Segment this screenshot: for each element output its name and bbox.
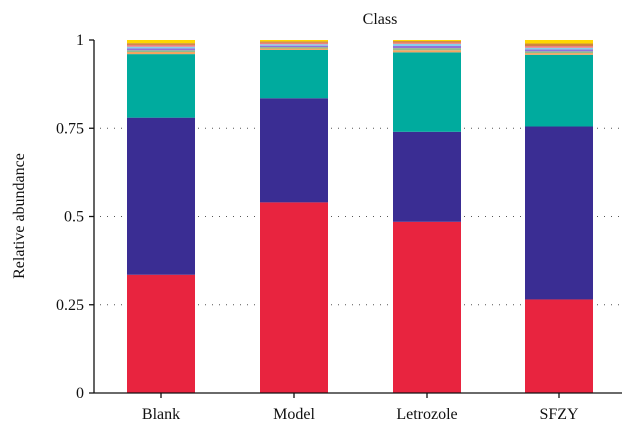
chart-title: Class: [363, 11, 398, 28]
bar-segment-blank-8: [127, 43, 195, 45]
bar-segment-letrozole-7: [393, 42, 461, 44]
bar-segment-model-1: [260, 98, 328, 203]
bar-segment-sfzy-2: [525, 54, 593, 127]
bar-segment-letrozole-2: [393, 52, 461, 132]
bar-segment-blank-5: [127, 48, 195, 51]
bar-segment-sfzy-3: [525, 53, 593, 55]
bar-segment-letrozole-0: [393, 221, 461, 393]
bar-segment-letrozole-5: [393, 46, 461, 49]
y-tick-label-3: 0.75: [56, 120, 84, 137]
y-tick-label-4: 1: [76, 32, 84, 49]
bar-segment-sfzy-0: [525, 299, 593, 393]
bar-segment-sfzy-8: [525, 43, 593, 47]
y-tick-label-2: 0.5: [64, 209, 84, 226]
bar-segment-model-9: [260, 40, 328, 42]
bar-segment-sfzy-5: [525, 49, 593, 52]
bar-segment-letrozole-4: [393, 48, 461, 51]
bar-stack-model: [260, 40, 328, 393]
bars: [127, 40, 593, 393]
bar-segment-sfzy-7: [525, 46, 593, 48]
bar-segment-blank-2: [127, 54, 195, 118]
bar-segment-blank-6: [127, 46, 195, 49]
bar-stack-letrozole: [393, 40, 461, 393]
bar-stack-blank: [127, 40, 195, 393]
bar-segment-model-2: [260, 49, 328, 99]
bar-segment-sfzy-9: [525, 40, 593, 44]
bar-segment-letrozole-3: [393, 50, 461, 53]
bar-segment-blank-0: [127, 274, 195, 393]
y-axis-label: Relative abundance: [11, 153, 28, 279]
bar-segment-letrozole-6: [393, 43, 461, 47]
bar-stack-sfzy: [525, 40, 593, 393]
bar-segment-model-8: [260, 41, 328, 43]
bar-segment-model-3: [260, 48, 328, 50]
bar-segment-model-5: [260, 45, 328, 48]
bar-segment-blank-7: [127, 44, 195, 47]
x-category-label-2: Letrozole: [396, 406, 457, 423]
bar-segment-blank-9: [127, 40, 195, 44]
bar-segment-model-6: [260, 44, 328, 46]
x-category-label-1: Model: [273, 406, 315, 423]
y-tick-label-0: 0: [76, 385, 84, 402]
bar-segment-blank-3: [127, 52, 195, 55]
bar-segment-letrozole-8: [393, 41, 461, 43]
bar-segment-model-4: [260, 47, 328, 49]
x-category-label-3: SFZY: [539, 406, 579, 423]
bar-segment-model-7: [260, 42, 328, 45]
bar-segment-blank-4: [127, 50, 195, 53]
bar-segment-blank-1: [127, 117, 195, 275]
x-category-label-0: Blank: [142, 406, 180, 423]
bar-segment-sfzy-6: [525, 47, 593, 50]
axes: [89, 39, 622, 398]
bar-segment-letrozole-9: [393, 40, 461, 42]
bar-segment-letrozole-1: [393, 131, 461, 222]
x-category-labels: Blank Model Letrozole SFZY: [142, 406, 579, 423]
bar-segment-sfzy-4: [525, 51, 593, 54]
y-tick-labels: 0 0.25 0.5 0.75 1: [56, 32, 84, 402]
bar-segment-model-0: [260, 202, 328, 393]
bar-segment-sfzy-1: [525, 126, 593, 300]
y-tick-label-1: 0.25: [56, 297, 84, 314]
